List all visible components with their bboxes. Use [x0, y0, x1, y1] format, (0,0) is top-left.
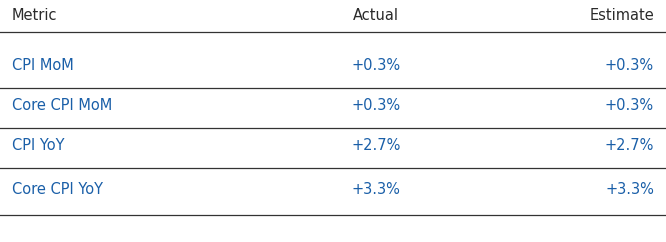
- Text: CPI YoY: CPI YoY: [12, 137, 65, 152]
- Text: +2.7%: +2.7%: [352, 137, 401, 152]
- Text: CPI MoM: CPI MoM: [12, 58, 74, 73]
- Text: Estimate: Estimate: [589, 8, 654, 23]
- Text: Metric: Metric: [12, 8, 57, 23]
- Text: +0.3%: +0.3%: [352, 98, 401, 113]
- Text: +0.3%: +0.3%: [605, 98, 654, 113]
- Text: +2.7%: +2.7%: [605, 137, 654, 152]
- Text: +3.3%: +3.3%: [605, 182, 654, 197]
- Text: +3.3%: +3.3%: [352, 182, 401, 197]
- Text: +0.3%: +0.3%: [352, 58, 401, 73]
- Text: Core CPI YoY: Core CPI YoY: [12, 182, 103, 197]
- Text: Actual: Actual: [353, 8, 400, 23]
- Text: +0.3%: +0.3%: [605, 58, 654, 73]
- Text: Core CPI MoM: Core CPI MoM: [12, 98, 113, 113]
